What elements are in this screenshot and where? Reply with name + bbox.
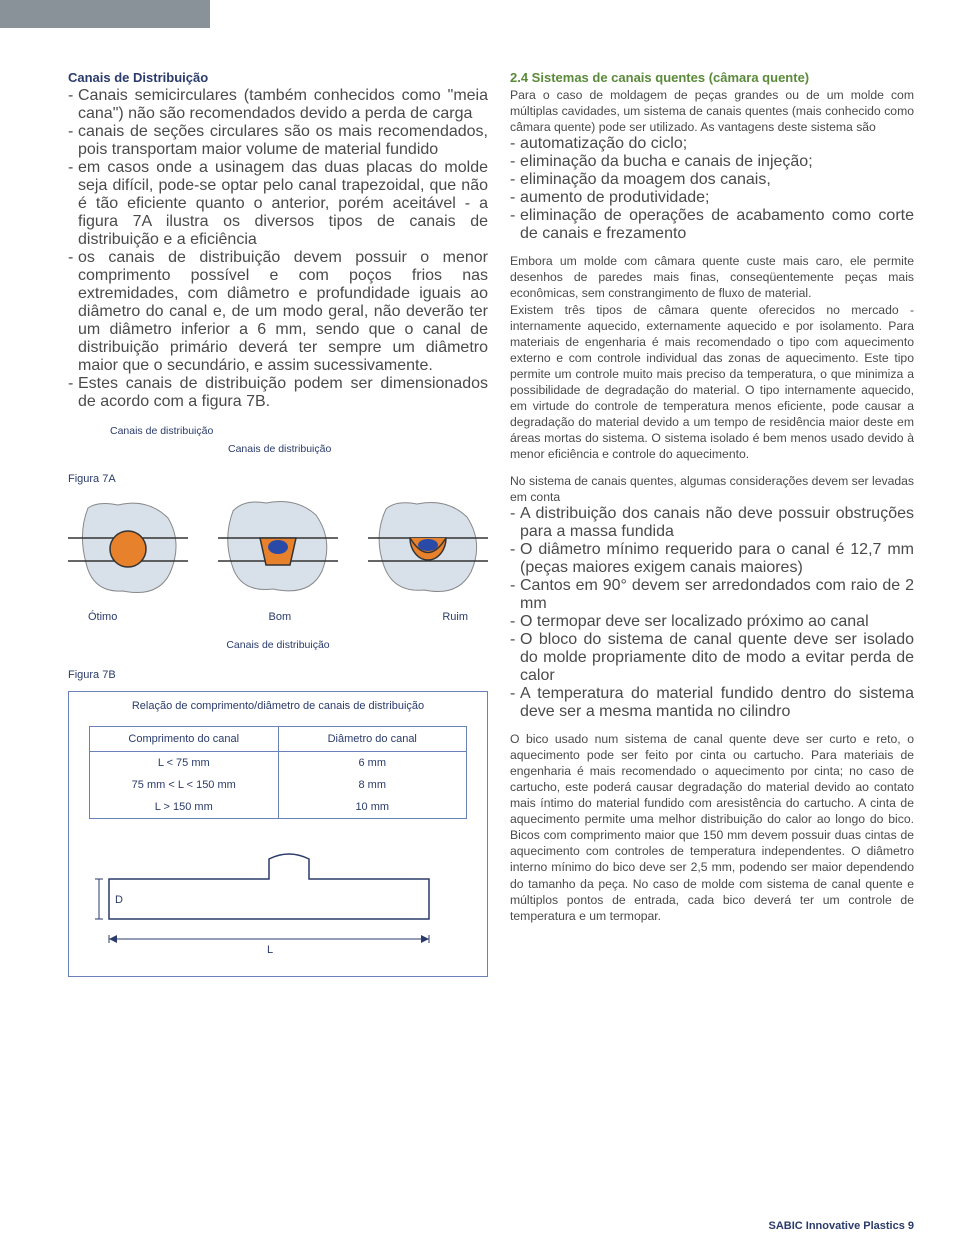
figure-7b-title: Figura 7B [68,669,488,681]
fig-label: Canais de distribuição [228,443,488,455]
fig-label: Canais de distribuição [110,425,488,437]
table-cell: 6 mm [279,752,467,774]
paragraph: Existem três tipos de câmara quente ofer… [510,302,914,463]
bullet: -automatização do ciclo; [510,135,914,153]
bullet: -em casos onde a usinagem das duas placa… [68,159,488,249]
bullet-text: Canais semicirculares (também conhecidos… [78,87,488,123]
table-cell: 75 mm < L < 150 mm [90,774,278,796]
right-column: 2.4 Sistemas de canais quentes (câmara q… [510,70,914,977]
bullet: -A distribuição dos canais não deve poss… [510,505,914,541]
rating-bad: Ruim [442,611,468,623]
bullet-text: canais de seções circulares são os mais … [78,123,488,159]
bullet-text: A distribuição dos canais não deve possu… [520,505,914,541]
bullet-text: eliminação da bucha e canais de injeção; [520,153,914,171]
left-column: Canais de Distribuição -Canais semicircu… [68,70,488,977]
bullet-text: Estes canais de distribuição podem ser d… [78,375,488,411]
bullet-text: automatização do ciclo; [520,135,914,153]
bullet: -A temperatura do material fundido dentr… [510,685,914,721]
bullet: -O termopar deve ser localizado próximo … [510,613,914,631]
bullet-text: O bloco do sistema de canal quente deve … [520,631,914,685]
table-box: Relação de comprimento/diâmetro de canai… [68,691,488,977]
rating-row: Ótimo Bom Ruim [68,611,488,623]
table-cell: L > 150 mm [90,796,278,818]
bullet-text: A temperatura do material fundido dentro… [520,685,914,721]
dimension-table: Comprimento do canal L < 75 mm 75 mm < L… [89,726,467,819]
runner-shape-good [68,493,188,603]
bullet: -Estes canais de distribuição podem ser … [68,375,488,411]
bullet-text: O termopar deve ser localizado próximo a… [520,613,914,631]
bullet: -O diâmetro mínimo requerido para o cana… [510,541,914,577]
bullet: -Canais semicirculares (também conhecido… [68,87,488,123]
bullet: -os canais de distribuição devem possuir… [68,249,488,375]
paragraph: Embora um molde com câmara quente custe … [510,253,914,301]
paragraph: O bico usado num sistema de canal quente… [510,731,914,924]
bullet: -O bloco do sistema de canal quente deve… [510,631,914,685]
bullet-text: aumento de produtividade; [520,189,914,207]
left-heading: Canais de Distribuição [68,70,488,85]
table-cell: L < 75 mm [90,752,278,774]
table-cell: 10 mm [279,796,467,818]
rating-good: Ótimo [88,611,117,623]
bullet: -eliminação da moagem dos canais, [510,171,914,189]
table-header: Comprimento do canal [90,727,278,752]
page-footer: SABIC Innovative Plastics 9 [769,1220,915,1232]
bullet-text: O diâmetro mínimo requerido para o canal… [520,541,914,577]
paragraph: No sistema de canais quentes, algumas co… [510,473,914,505]
bullet-text: eliminação de operações de acabamento co… [520,207,914,243]
bullet-text: em casos onde a usinagem das duas placas… [78,159,488,249]
bullet: -eliminação de operações de acabamento c… [510,207,914,243]
bullet: -Cantos em 90° devem ser arredondados co… [510,577,914,613]
table-title: Relação de comprimento/diâmetro de canai… [69,692,487,726]
paragraph: Para o caso de moldagem de peças grandes… [510,87,914,135]
runner-shape-bad [368,493,488,603]
right-heading: 2.4 Sistemas de canais quentes (câmara q… [510,70,914,85]
bullet: -eliminação da bucha e canais de injeção… [510,153,914,171]
runner-diagram: D L [69,831,487,976]
page: Canais de Distribuição -Canais semicircu… [0,0,960,1017]
bullet: -aumento de produtividade; [510,189,914,207]
bullet: -canais de seções circulares são os mais… [68,123,488,159]
bullet-text: Cantos em 90° devem ser arredondados com… [520,577,914,613]
rating-ok: Bom [269,611,292,623]
table-header: Diâmetro do canal [279,727,467,752]
fig-label: Canais de distribuição [68,639,488,651]
table-cell: 8 mm [279,774,467,796]
bullet-text: os canais de distribuição devem possuir … [78,249,488,375]
l-label: L [267,944,273,956]
d-label: D [115,894,123,906]
figure-7a-row [68,493,488,603]
bullet-text: eliminação da moagem dos canais, [520,171,914,189]
header-bar [0,0,210,28]
runner-shape-ok [218,493,338,603]
figure-7a-title: Figura 7A [68,473,488,485]
